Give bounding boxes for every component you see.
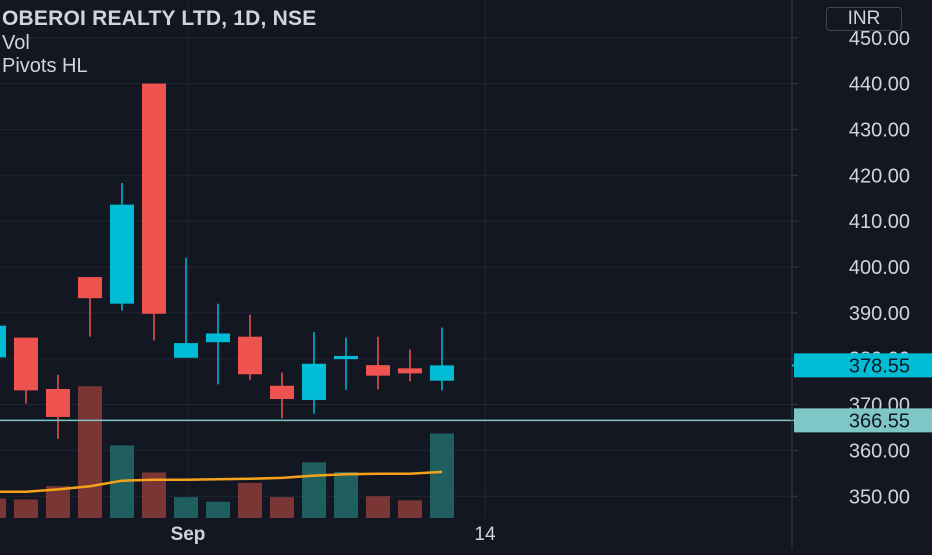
candle-body	[366, 365, 390, 376]
candle-body	[302, 363, 326, 400]
candle-body	[0, 325, 6, 358]
candle-body	[142, 83, 166, 314]
candle-body	[270, 385, 294, 400]
price-tick-label: 350.00	[849, 486, 910, 508]
volume-moving-average-line	[0, 470, 443, 493]
volume-bar	[14, 499, 38, 518]
last-price-tag	[794, 353, 932, 378]
candle-body	[430, 365, 454, 381]
volume-bar	[398, 500, 422, 518]
candle-body	[46, 388, 70, 417]
volume-bar	[302, 462, 326, 518]
candle-body	[78, 277, 102, 299]
price-labels: 378.55 366.55	[792, 353, 932, 433]
candle	[14, 337, 38, 404]
candle	[430, 327, 454, 391]
volume-bar	[206, 501, 230, 518]
volume-bar	[270, 497, 294, 518]
candle	[46, 374, 70, 439]
price-tick-label: 360.00	[849, 440, 910, 462]
candle-body	[14, 337, 38, 391]
currency-button[interactable]: INR	[826, 7, 902, 31]
candle	[302, 332, 326, 414]
candle-body	[334, 355, 358, 360]
time-tick-label: 14	[474, 524, 496, 545]
volume-bar	[430, 433, 454, 518]
volume-bars	[0, 386, 454, 518]
time-axis[interactable]: Sep 14	[171, 524, 496, 545]
candle-body	[206, 333, 230, 343]
candle	[270, 372, 294, 419]
candle-body	[238, 336, 262, 375]
volume-bar	[174, 497, 198, 518]
chart-legend: OBEROI REALTY LTD, 1D, NSE Vol Pivots HL	[0, 6, 316, 78]
price-tick-label: 400.00	[849, 257, 910, 279]
candle-body	[398, 368, 422, 374]
volume-bar	[238, 482, 262, 518]
pivots-indicator-label[interactable]: Pivots HL	[2, 55, 88, 77]
price-tick-label: 420.00	[849, 165, 910, 187]
symbol-title[interactable]: OBEROI REALTY LTD, 1D, NSE	[2, 7, 317, 30]
candle	[206, 303, 230, 385]
price-tick-label: 390.00	[849, 303, 910, 325]
price-tick-label: 450.00	[849, 28, 910, 50]
price-axis[interactable]: 450.00 440.00 430.00 420.00 410.00 400.00 390.…	[792, 28, 910, 509]
candle	[334, 337, 358, 390]
candle	[110, 183, 134, 311]
candle	[366, 336, 390, 390]
pivot-price-tag	[794, 408, 932, 433]
time-tick-label: Sep	[171, 524, 206, 545]
volume-bar	[46, 486, 70, 518]
candle-body	[110, 204, 134, 304]
last-price-label: 378.55	[849, 355, 910, 377]
candle	[142, 83, 166, 341]
price-tick-label: 440.00	[849, 74, 910, 96]
price-tick-label: 430.00	[849, 119, 910, 141]
price-tick-label: 410.00	[849, 211, 910, 233]
volume-bar	[334, 471, 358, 518]
volume-bar	[366, 496, 390, 518]
candles	[0, 83, 454, 439]
candle	[78, 277, 102, 337]
candle	[0, 325, 6, 358]
pivot-price-label: 366.55	[849, 410, 910, 432]
candle	[238, 314, 262, 380]
volume-bar	[78, 386, 102, 518]
candle	[174, 257, 198, 358]
candle-body	[174, 343, 198, 358]
volume-bar	[0, 498, 6, 518]
volume-indicator-label[interactable]: Vol	[2, 32, 30, 54]
candle	[398, 349, 422, 382]
